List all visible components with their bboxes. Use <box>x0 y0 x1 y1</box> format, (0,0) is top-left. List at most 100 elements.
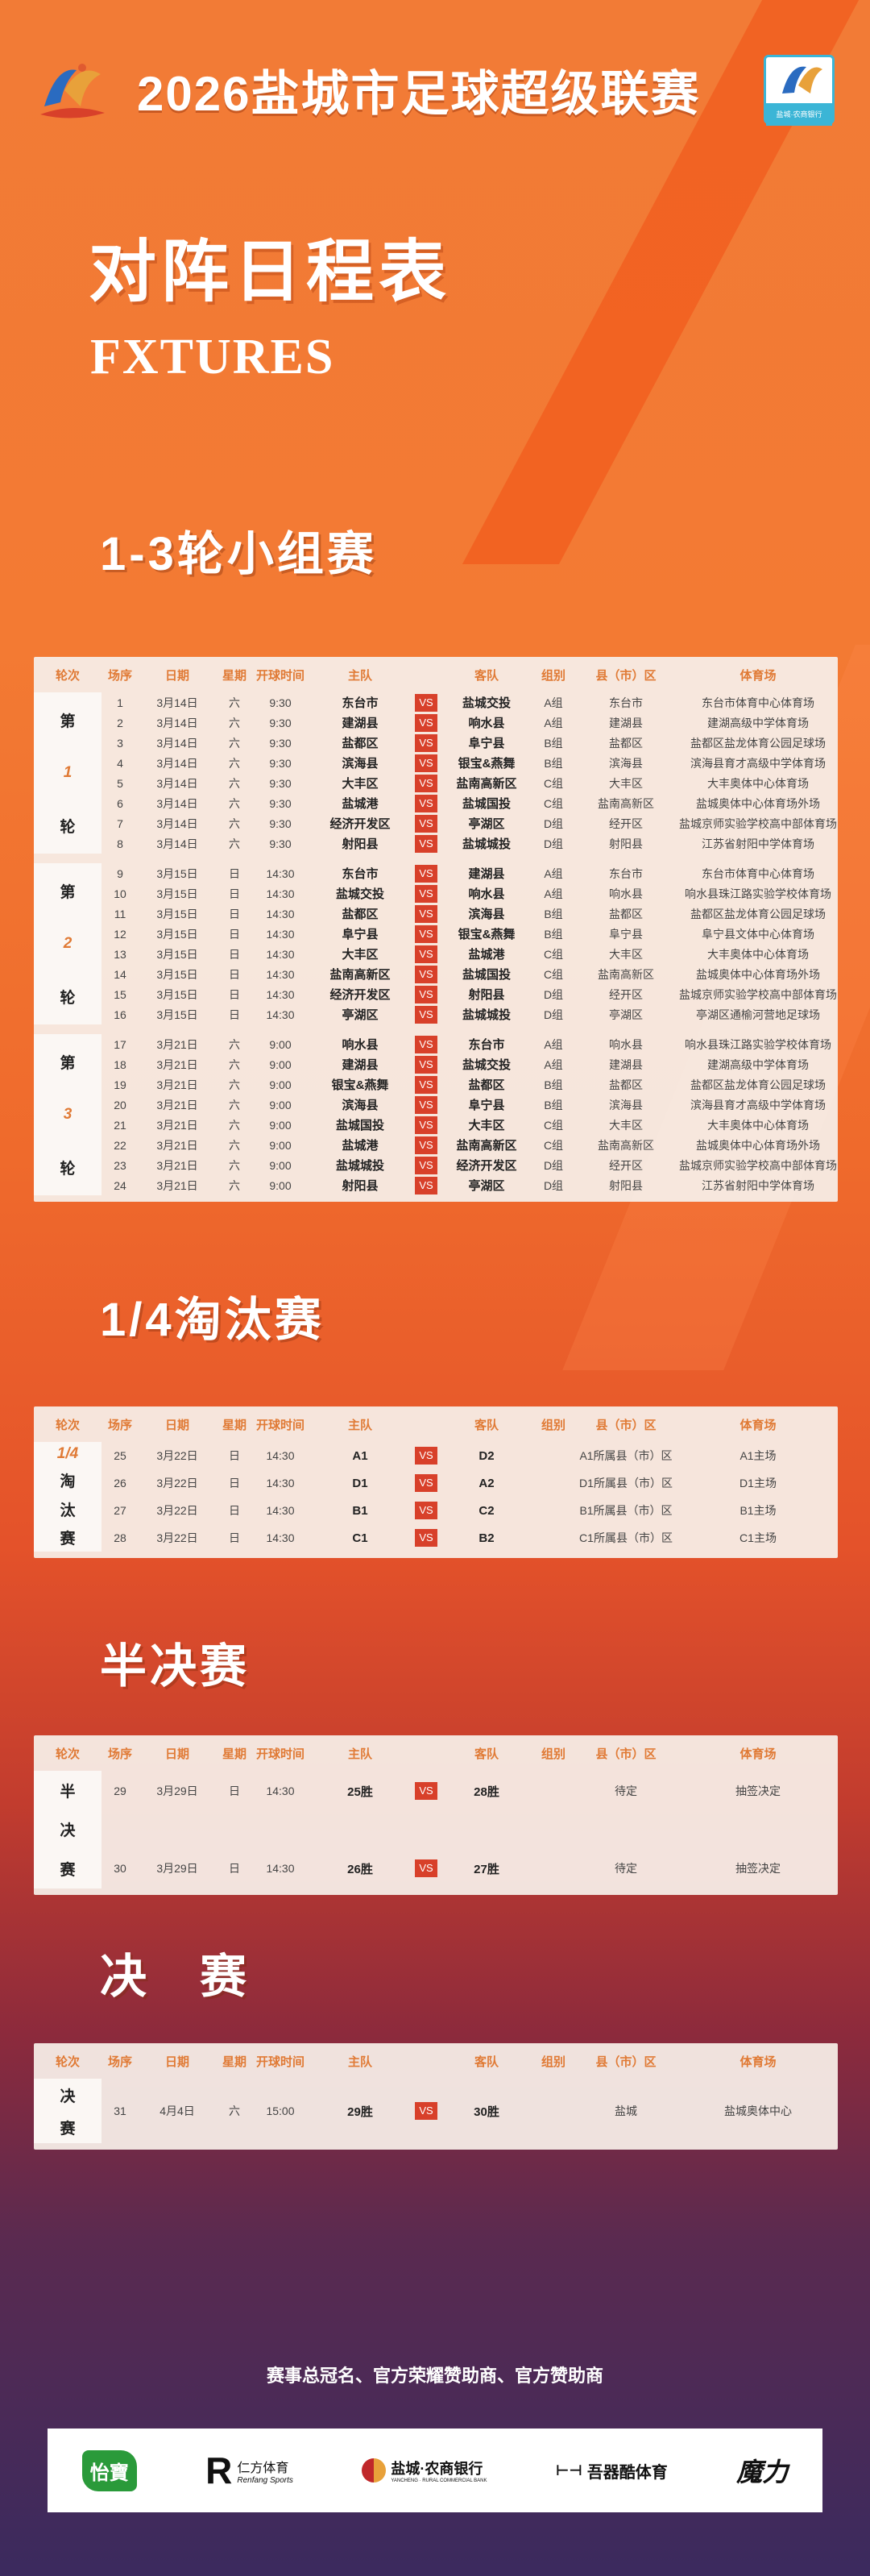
match-number: 19 <box>114 1078 126 1091</box>
home-team: 大丰区 <box>342 777 379 791</box>
round-group: 决赛 31 4月4日 六 15:00 29胜 VS 30胜 盐城 盐城奥体中心 <box>34 2079 838 2143</box>
match-weekday: 日 <box>229 1531 240 1544</box>
kickoff-time: 9:30 <box>269 736 292 750</box>
column-header: 客队 <box>474 1418 499 1432</box>
table-row: 16 3月15日 日 14:30 亭湖区 VS 盐城城投 D组 亭湖区 亭湖区通榆河营地足球场 <box>102 1004 838 1024</box>
round-label-char: 3 <box>63 1105 72 1123</box>
vs-badge: VS <box>415 1055 437 1074</box>
away-team: 盐城港 <box>468 948 505 962</box>
away-team: 30胜 <box>474 2104 499 2119</box>
table-row: 11 3月15日 日 14:30 盐都区 VS 滨海县 B组 盐都区 盐都区盐龙体育公园足球场 <box>102 904 838 924</box>
home-team: 滨海县 <box>342 757 379 771</box>
table-header: 轮次 场序 日期 星期 开球时间 主队 客队 组别 县（市）区 体育场 <box>34 657 838 692</box>
schedule-table: 轮次 场序 日期 星期 开球时间 主队 客队 组别 县（市）区 体育场半决赛 29 3月29日日 14:… <box>34 1735 838 1895</box>
match-number: 15 <box>114 987 126 1001</box>
column-header: 日期 <box>164 1418 189 1432</box>
sponsor-yibao: 怡寶 <box>81 2449 137 2491</box>
away-team: 盐城城投 <box>462 837 511 851</box>
match-number: 27 <box>114 1504 126 1517</box>
column-header: 开球时间 <box>255 1747 304 1761</box>
away-team: C2 <box>478 1503 495 1518</box>
column-header: 主队 <box>347 2055 372 2069</box>
match-weekday: 日 <box>229 907 240 920</box>
match-date: 3月15日 <box>156 987 198 1001</box>
away-team: 响水县 <box>468 717 505 730</box>
kickoff-time: 14:30 <box>266 967 295 981</box>
match-weekday: 六 <box>229 816 240 830</box>
column-header: 组别 <box>541 1418 566 1432</box>
district: 阜宁县 <box>609 927 643 941</box>
match-date: 3月14日 <box>156 776 198 790</box>
vs: VS <box>412 1447 440 1465</box>
match-date: 3月21日 <box>156 1158 198 1172</box>
match-date: 3月14日 <box>156 716 198 729</box>
match-number: 21 <box>114 1118 126 1132</box>
match-date: 3月15日 <box>156 887 198 900</box>
page-title: 对阵日程表 <box>89 234 452 310</box>
vs-badge: VS <box>415 965 437 983</box>
home-team: 盐南高新区 <box>329 968 391 982</box>
table-row: 18 3月21日 六 9:00 建湖县 VS 盐城交投 A组 建湖县 建湖高级中学体育场 <box>102 1054 838 1074</box>
column-header: 体育场 <box>740 668 777 683</box>
table-row: 14 3月15日 日 14:30 盐南高新区 VS 盐城国投 C组 盐南高新区 盐城奥体中心体育场… <box>102 964 838 984</box>
vs-badge: VS <box>415 924 437 943</box>
group-label: D组 <box>543 1158 564 1172</box>
table-row: 22 3月21日 六 9:00 盐城港 VS 盐南高新区 C组 盐南高新区 盐城奥体中心体育场外场 <box>102 1135 838 1155</box>
vs-badge: VS <box>415 1447 437 1465</box>
match-weekday: 日 <box>229 1785 240 1797</box>
round-group: 第 1 轮 1 3月14日六 9:30 东台市 VS 盐城交投 A组 东台市 东台市体育中心体育场 2 3… <box>34 692 838 854</box>
home-team: A1 <box>352 1448 368 1463</box>
match-number: 7 <box>117 816 123 830</box>
round-label-char: 赛 <box>60 1530 76 1548</box>
match-number: 4 <box>117 756 123 770</box>
kickoff-time: 9:30 <box>269 756 292 770</box>
match-number: 30 <box>114 1862 126 1875</box>
district: 经开区 <box>609 987 643 1001</box>
group-label: C组 <box>543 1138 564 1152</box>
match-date: 3月29日 <box>156 1862 198 1875</box>
match-weekday: 日 <box>229 987 240 1001</box>
vs: VS <box>412 1075 440 1094</box>
match-weekday: 六 <box>229 837 240 850</box>
vs-badge: VS <box>415 2102 437 2120</box>
match-date: 3月14日 <box>156 837 198 850</box>
column-header: 场序 <box>107 1418 132 1432</box>
table-row: 8 3月14日 六 9:30 射阳县 VS 盐城城投 D组 射阳县 江苏省射阳中学体育场 <box>102 833 838 854</box>
venue: 盐都区盐龙体育公园足球场 <box>690 736 826 750</box>
away-team: 银宝&燕舞 <box>458 757 516 771</box>
match-date: 3月22日 <box>156 1477 198 1490</box>
table-row: 6 3月14日 六 9:30 盐城港 VS 盐城国投 C组 盐南高新区 盐城奥体中心体育场外场 <box>102 793 838 813</box>
home-team: 经济开发区 <box>329 988 391 1002</box>
district: D1所属县（市）区 <box>579 1477 673 1490</box>
match-number: 23 <box>114 1158 126 1172</box>
match-weekday: 日 <box>229 1449 240 1462</box>
district: 盐南高新区 <box>598 1138 654 1152</box>
kickoff-time: 14:30 <box>266 866 295 880</box>
match-weekday: 六 <box>229 756 240 770</box>
match-number: 5 <box>117 776 123 790</box>
table-row: 24 3月21日 六 9:00 射阳县 VS 亭湖区 D组 射阳县 江苏省射阳中学体育场 <box>102 1175 838 1195</box>
match-date: 3月21日 <box>156 1037 198 1051</box>
away-team: 盐城交投 <box>462 696 511 710</box>
match-date: 3月21日 <box>156 1178 198 1192</box>
group-label: D组 <box>543 1178 564 1192</box>
group-label: A组 <box>544 1037 563 1051</box>
column-header: 星期 <box>222 668 246 683</box>
group-label: B组 <box>544 736 563 750</box>
vs-badge: VS <box>415 693 437 712</box>
away-team: 大丰区 <box>468 1119 505 1132</box>
away-team: 盐南高新区 <box>456 777 517 791</box>
match-weekday: 六 <box>229 796 240 810</box>
vs-badge: VS <box>415 1075 437 1094</box>
badge-text: 盐城·农商银行 <box>766 103 832 126</box>
home-team: 盐都区 <box>342 908 379 921</box>
table-row: 7 3月14日 六 9:30 经济开发区 VS 亭湖区 D组 经开区 盐城京师实验学校高中部体育场 <box>102 813 838 833</box>
match-date: 3月15日 <box>156 1008 198 1021</box>
renfang-r-logo: R <box>205 2449 233 2491</box>
round-label-char: 1/4 <box>56 1445 79 1463</box>
away-team: D2 <box>478 1448 495 1463</box>
group-label: C组 <box>543 947 564 961</box>
home-team: 29胜 <box>347 2104 373 2119</box>
district: 盐都区 <box>609 736 643 750</box>
column-header: 体育场 <box>740 2055 777 2069</box>
